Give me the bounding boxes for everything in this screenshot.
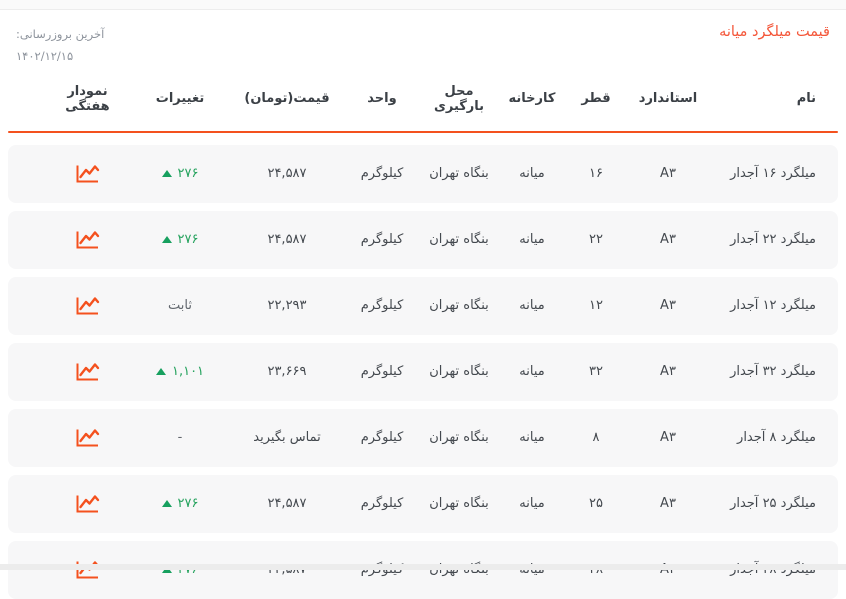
factory-cell: میانه bbox=[519, 232, 545, 248]
weekly-chart-icon[interactable] bbox=[74, 295, 101, 317]
diameter-cell: ۲۵ bbox=[589, 496, 603, 512]
header-chart: نمودار هفتگی bbox=[65, 83, 110, 114]
change-cell: ۲۷۶ bbox=[132, 166, 228, 181]
chart-cell bbox=[8, 295, 132, 317]
loading-cell: بنگاه تهران bbox=[429, 166, 489, 182]
top-section-divider bbox=[0, 0, 846, 10]
loading-cell: بنگاه تهران bbox=[429, 364, 489, 380]
header-standard: استاندارد bbox=[638, 91, 698, 107]
standard-cell: A۳ bbox=[660, 496, 676, 512]
standard-cell: A۳ bbox=[660, 364, 676, 380]
table-header: نام استاندارد قطر کارخانه محل بارگیری وا… bbox=[8, 76, 838, 122]
change-value: ثابت bbox=[168, 298, 192, 314]
change-value: ۲۷۶ bbox=[177, 232, 199, 248]
triangle-up-icon bbox=[161, 170, 172, 178]
change-cell: ۲۷۶ bbox=[132, 232, 228, 247]
meta-row: قیمت میلگرد میانه آخرین بروزرسانی: ۱۴۰۲/… bbox=[8, 10, 838, 68]
price-cell: ۲۴,۵۸۷ bbox=[267, 496, 307, 512]
factory-cell: میانه bbox=[519, 166, 545, 182]
header-diameter: قطر bbox=[581, 91, 611, 107]
page-title: قیمت میلگرد میانه bbox=[719, 24, 830, 40]
unit-cell: کیلوگرم bbox=[360, 496, 404, 512]
header-factory: کارخانه bbox=[508, 91, 556, 107]
last-update: آخرین بروزرسانی: ۱۴۰۲/۱۲/۱۵ bbox=[16, 24, 104, 68]
factory-cell: میانه bbox=[519, 298, 545, 314]
header-unit: واحد bbox=[367, 91, 397, 107]
chart-cell bbox=[8, 163, 132, 185]
unit-cell: کیلوگرم bbox=[360, 364, 404, 380]
standard-cell: A۳ bbox=[660, 298, 676, 314]
factory-cell: میانه bbox=[519, 430, 545, 446]
header-underline bbox=[8, 130, 838, 133]
header-change: تغییرات bbox=[155, 91, 205, 107]
change-value: - bbox=[177, 430, 183, 446]
triangle-up-icon bbox=[155, 368, 166, 376]
standard-cell: A۳ bbox=[660, 166, 676, 182]
unit-cell: کیلوگرم bbox=[360, 166, 404, 182]
loading-cell: بنگاه تهران bbox=[429, 430, 489, 446]
header-price: قیمت(تومان) bbox=[244, 91, 330, 107]
unit-cell: کیلوگرم bbox=[360, 232, 404, 248]
loading-cell: بنگاه تهران bbox=[429, 232, 489, 248]
change-value: ۲۷۶ bbox=[177, 496, 199, 512]
price-cell: ۲۲,۲۹۳ bbox=[267, 298, 307, 314]
diameter-cell: ۸ bbox=[592, 430, 600, 446]
standard-cell: A۳ bbox=[660, 430, 676, 446]
last-update-date: ۱۴۰۲/۱۲/۱۵ bbox=[16, 48, 74, 63]
last-update-label: آخرین بروزرسانی: bbox=[16, 27, 105, 41]
name-cell: میلگرد ۲۲ آجدار bbox=[730, 232, 816, 248]
name-cell: میلگرد ۱۶ آجدار bbox=[730, 166, 816, 182]
change-cell: ثابت bbox=[132, 298, 228, 313]
triangle-up-icon bbox=[161, 236, 172, 244]
unit-cell: کیلوگرم bbox=[360, 430, 404, 446]
factory-cell: میانه bbox=[519, 496, 545, 512]
table-row: میلگرد ۳۲ آجدار A۳ ۳۲ میانه بنگاه تهران … bbox=[8, 342, 838, 401]
price-table-section: قیمت میلگرد میانه آخرین بروزرسانی: ۱۴۰۲/… bbox=[0, 10, 846, 599]
price-cell: ۲۴,۵۸۷ bbox=[267, 166, 307, 182]
chart-cell bbox=[8, 361, 132, 383]
name-cell: میلگرد ۱۲ آجدار bbox=[730, 298, 816, 314]
triangle-up-icon bbox=[161, 500, 172, 508]
change-cell: ۱,۱۰۱ bbox=[132, 364, 228, 379]
factory-cell: میانه bbox=[519, 364, 545, 380]
name-cell: میلگرد ۸ آجدار bbox=[737, 430, 816, 446]
change-cell: - bbox=[132, 430, 228, 445]
table-row: میلگرد ۸ آجدار A۳ ۸ میانه بنگاه تهران کی… bbox=[8, 408, 838, 467]
change-cell: ۲۷۶ bbox=[132, 496, 228, 511]
bottom-section-divider bbox=[0, 564, 846, 570]
chart-cell bbox=[8, 493, 132, 515]
header-name: نام bbox=[796, 91, 816, 107]
price-cell: تماس بگیرید bbox=[253, 430, 321, 446]
diameter-cell: ۱۶ bbox=[589, 166, 603, 182]
diameter-cell: ۱۲ bbox=[589, 298, 603, 314]
unit-cell: کیلوگرم bbox=[360, 298, 404, 314]
table-row: میلگرد ۱۲ آجدار A۳ ۱۲ میانه بنگاه تهران … bbox=[8, 276, 838, 335]
table-row: میلگرد ۱۶ آجدار A۳ ۱۶ میانه بنگاه تهران … bbox=[8, 144, 838, 203]
price-cell: ۲۳,۶۶۹ bbox=[267, 364, 307, 380]
change-value: ۲۷۶ bbox=[177, 166, 199, 182]
table-row: میلگرد ۲۲ آجدار A۳ ۲۲ میانه بنگاه تهران … bbox=[8, 210, 838, 269]
table-body: میلگرد ۱۶ آجدار A۳ ۱۶ میانه بنگاه تهران … bbox=[8, 144, 838, 599]
table-row: میلگرد ۲۵ آجدار A۳ ۲۵ میانه بنگاه تهران … bbox=[8, 474, 838, 533]
loading-cell: بنگاه تهران bbox=[429, 496, 489, 512]
diameter-cell: ۳۲ bbox=[589, 364, 603, 380]
standard-cell: A۳ bbox=[660, 232, 676, 248]
weekly-chart-icon[interactable] bbox=[74, 493, 101, 515]
name-cell: میلگرد ۲۵ آجدار bbox=[730, 496, 816, 512]
weekly-chart-icon[interactable] bbox=[74, 163, 101, 185]
weekly-chart-icon[interactable] bbox=[74, 229, 101, 251]
price-cell: ۲۴,۵۸۷ bbox=[267, 232, 307, 248]
chart-cell bbox=[8, 427, 132, 449]
loading-cell: بنگاه تهران bbox=[429, 298, 489, 314]
weekly-chart-icon[interactable] bbox=[74, 427, 101, 449]
chart-cell bbox=[8, 229, 132, 251]
weekly-chart-icon[interactable] bbox=[74, 361, 101, 383]
header-loading: محل بارگیری bbox=[433, 83, 485, 114]
name-cell: میلگرد ۳۲ آجدار bbox=[730, 364, 816, 380]
change-value: ۱,۱۰۱ bbox=[171, 364, 205, 380]
diameter-cell: ۲۲ bbox=[589, 232, 603, 248]
